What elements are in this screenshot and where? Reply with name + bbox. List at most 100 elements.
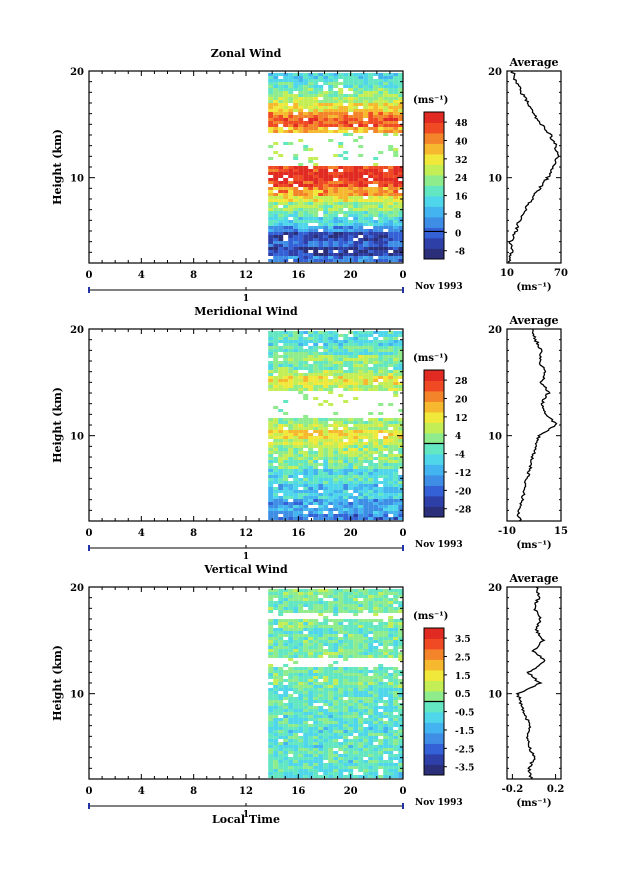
colorbar-tick-label: 8 xyxy=(455,211,461,221)
heatmap-cell xyxy=(308,604,314,607)
heatmap-cell xyxy=(378,109,384,112)
heatmap-cell xyxy=(293,706,299,709)
heatmap-cell xyxy=(328,352,334,355)
heatmap-cell xyxy=(343,757,349,760)
heatmap-cell xyxy=(398,340,404,343)
heatmap-cell xyxy=(338,235,344,238)
heatmap-cell xyxy=(283,82,289,85)
heatmap-cell xyxy=(333,208,339,211)
heatmap-cell xyxy=(268,214,274,217)
profile-x-tick-label: 70 xyxy=(554,268,568,279)
heatmap-cell xyxy=(353,718,359,721)
heatmap-cell xyxy=(388,235,394,238)
heatmap-cell xyxy=(373,691,379,694)
heatmap-cell xyxy=(398,727,404,730)
heatmap-cell xyxy=(373,361,379,364)
heatmap-cell xyxy=(398,769,404,772)
heatmap-cell xyxy=(373,421,379,424)
heatmap-cell xyxy=(333,382,339,385)
heatmap-cell xyxy=(368,190,374,193)
heatmap-cell xyxy=(343,775,349,778)
heatmap-cell xyxy=(323,379,329,382)
heatmap-cell xyxy=(398,508,404,511)
heatmap-cell xyxy=(338,667,344,670)
heatmap-cell xyxy=(303,178,309,181)
heatmap-cell xyxy=(303,649,309,652)
heatmap-cell xyxy=(323,169,329,172)
heatmap-cell xyxy=(378,610,384,613)
heatmap-cell xyxy=(268,211,274,214)
heatmap-cell xyxy=(303,745,309,748)
heatmap-cell xyxy=(333,637,339,640)
heatmap-cell xyxy=(368,259,374,262)
heatmap-cell xyxy=(273,247,279,250)
heatmap-cell xyxy=(278,385,284,388)
heatmap-cell xyxy=(313,475,319,478)
heatmap-cell xyxy=(383,181,389,184)
heatmap-cell xyxy=(343,463,349,466)
heatmap-cell xyxy=(313,712,319,715)
heatmap-cell xyxy=(383,115,389,118)
heatmap-cell xyxy=(393,385,399,388)
heatmap-cell xyxy=(333,604,339,607)
heatmap-cell xyxy=(328,388,334,391)
heatmap-cell xyxy=(303,709,309,712)
heatmap-cell xyxy=(378,418,384,421)
heatmap-cell xyxy=(333,76,339,79)
heatmap-cell xyxy=(268,181,274,184)
heatmap-cell xyxy=(318,433,324,436)
heatmap-cell xyxy=(393,169,399,172)
heatmap-cell xyxy=(388,181,394,184)
heatmap-cell xyxy=(338,358,344,361)
heatmap-cell xyxy=(273,217,279,220)
heatmap-cell xyxy=(398,640,404,643)
heatmap-cell xyxy=(338,511,344,514)
heatmap-cell xyxy=(388,217,394,220)
heatmap-cell xyxy=(353,253,359,256)
heatmap-cell xyxy=(288,112,294,115)
heatmap-cell xyxy=(388,517,394,520)
heatmap-cell xyxy=(358,601,364,604)
heatmap-cell xyxy=(318,94,324,97)
heatmap-cell xyxy=(358,691,364,694)
heatmap-cell xyxy=(373,685,379,688)
heatmap-cell xyxy=(343,94,349,97)
heatmap-cell xyxy=(323,775,329,778)
heatmap-cell xyxy=(313,706,319,709)
heatmap-cell xyxy=(348,133,354,136)
heatmap-cell xyxy=(273,472,279,475)
heatmap-cell xyxy=(358,127,364,130)
heatmap-cell xyxy=(288,634,294,637)
heatmap-cell xyxy=(343,121,349,124)
heatmap-cell xyxy=(358,667,364,670)
heatmap-cell xyxy=(358,721,364,724)
heatmap-cell xyxy=(323,634,329,637)
heatmap-cell xyxy=(273,703,279,706)
heatmap-cell xyxy=(268,637,274,640)
heatmap-cell xyxy=(373,508,379,511)
heatmap-cell xyxy=(353,127,359,130)
heatmap-cell xyxy=(293,349,299,352)
heatmap-cell xyxy=(273,763,279,766)
heatmap-cell xyxy=(393,436,399,439)
heatmap-cell xyxy=(323,76,329,79)
heatmap-cell xyxy=(368,457,374,460)
heatmap-cell xyxy=(273,250,279,253)
heatmap-cell xyxy=(313,484,319,487)
heatmap-cell xyxy=(363,448,369,451)
heatmap-cell xyxy=(283,619,289,622)
heatmap-cell xyxy=(318,706,324,709)
heatmap-cell xyxy=(393,502,399,505)
heatmap-cell xyxy=(343,343,349,346)
heatmap-cell xyxy=(388,469,394,472)
heatmap-cell xyxy=(353,172,359,175)
heatmap-cell xyxy=(328,760,334,763)
heatmap-cell xyxy=(278,589,284,592)
heatmap-cell xyxy=(398,595,404,598)
heatmap-cell xyxy=(363,379,369,382)
heatmap-cell xyxy=(343,400,349,403)
heatmap-cell xyxy=(278,82,284,85)
heatmap-cell xyxy=(393,331,399,334)
heatmap-cell xyxy=(348,364,354,367)
heatmap-cell xyxy=(393,184,399,187)
